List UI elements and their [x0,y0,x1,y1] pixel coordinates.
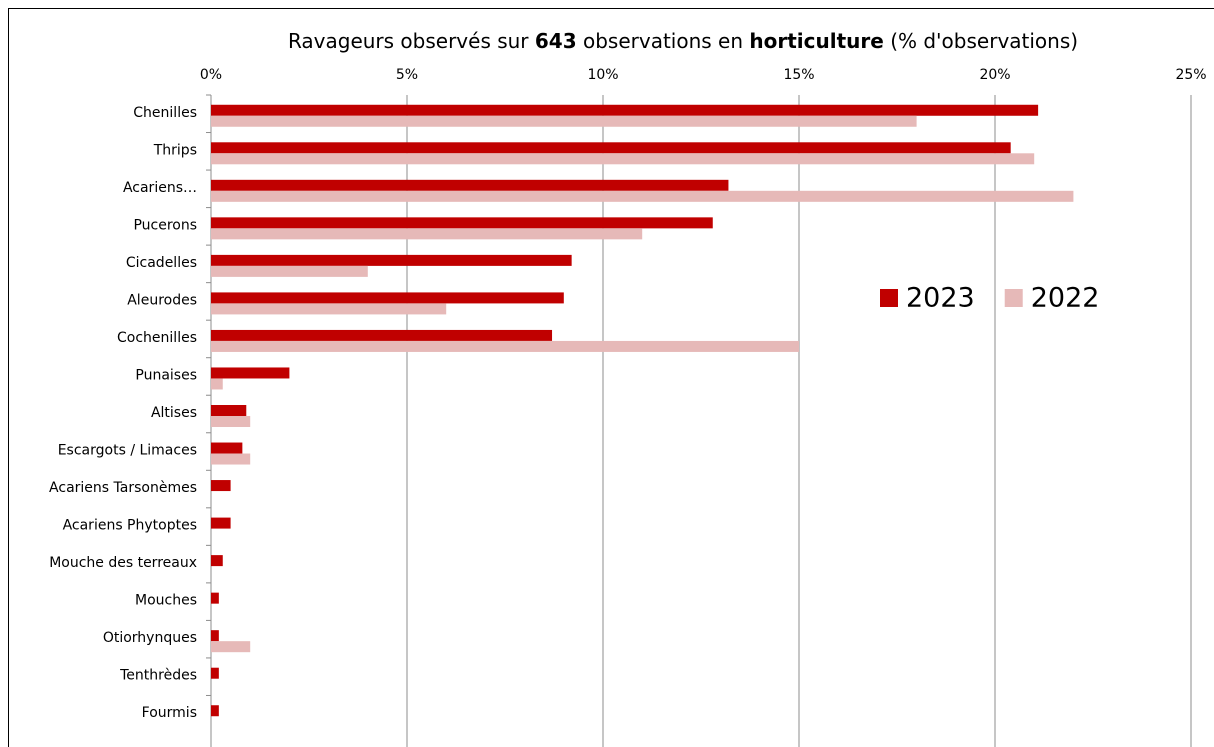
x-tick-label: 10% [587,67,618,83]
y-tick-label: Altises [151,405,197,421]
x-tick-label: 0% [200,67,222,83]
x-tick-label: 15% [783,67,814,83]
y-tick-label: Pucerons [133,217,197,233]
bar [211,217,713,229]
chart-title: Ravageurs observés sur 643 observations … [288,29,1078,53]
y-tick-label: Thrips [153,142,197,158]
bar [211,555,223,567]
title-part: 643 [535,29,577,53]
y-tick-label: Fourmis [142,705,197,721]
title-part: horticulture [749,29,883,53]
bar [211,367,290,379]
bar [211,630,219,642]
y-tick-label: Tenthrèdes [119,668,197,684]
bar [211,265,368,277]
bar [211,142,1011,154]
bar [211,705,219,717]
bar [211,303,447,315]
bar [211,416,251,427]
y-tick-label: Mouches [135,593,197,609]
y-tick-label: Mouche des terreaux [49,555,197,571]
chart-border [8,8,1214,747]
y-tick-label: Punaises [135,367,197,383]
y-tick-label: Acariens Phytoptes [63,518,197,534]
bar [211,254,572,266]
legend-swatch [1004,289,1023,307]
title-part: Ravageurs observés sur [288,29,535,53]
y-tick-label: Acariens… [123,180,197,196]
legend-label: 2022 [1031,283,1100,314]
x-tick-label: 25% [1175,67,1206,83]
title-part: (% d'observations) [884,29,1078,53]
x-tick-label: 5% [396,67,418,83]
bar [211,480,231,492]
bar [211,592,219,604]
x-tick-label: 20% [979,67,1010,83]
y-tick-label: Aleurodes [127,292,197,308]
bar [211,378,223,390]
y-tick-label: Chenilles [133,105,197,121]
bar [211,329,553,341]
legend-label: 2023 [906,283,975,314]
bar [211,179,729,191]
y-tick-label: Acariens Tarsonèmes [49,480,197,496]
bar [211,340,799,352]
bar [211,641,251,653]
bar [211,667,219,679]
bar [211,104,1039,116]
y-tick-label: Otiorhynques [103,630,197,646]
bar [211,228,643,240]
y-tick-label: Escargots / Limaces [58,443,197,459]
bar [211,442,243,454]
bar [211,115,917,127]
title-part: observations en [577,29,750,53]
bar [211,453,251,465]
bar [211,405,247,416]
y-tick-label: Cicadelles [126,255,197,271]
bar [211,153,1035,165]
legend-swatch [880,289,898,307]
bar [211,517,231,529]
bar [211,190,1074,202]
bar [211,292,564,304]
y-tick-label: Cochenilles [117,330,197,346]
